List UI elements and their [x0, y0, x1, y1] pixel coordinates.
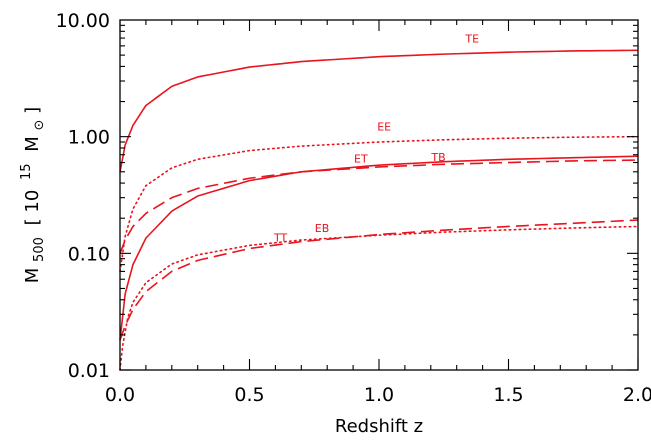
axes-layer: 0.0 0.5 1.0 1.5 2.0 0.01 0.10 1.00 10.00 — [56, 10, 651, 406]
y-axis-title-bracket-open: [ — [22, 218, 43, 225]
y-axis-title-bracket-close: ] — [22, 107, 43, 114]
x-tick-label: 0.5 — [234, 384, 264, 406]
series-line-et — [119, 159, 639, 254]
y-axis-title-unit-symbol: ⊙ — [32, 120, 47, 131]
series-line-te — [119, 49, 639, 172]
y-tick-label: 1.00 — [68, 127, 110, 149]
series-label-ee: EE — [377, 120, 391, 133]
x-tick-label: 0.0 — [105, 384, 135, 406]
y-axis-title: M 500 [ 10 15 M ⊙ ] — [14, 107, 48, 283]
labels-layer: TE EE ET TB TT EB — [273, 33, 479, 245]
x-tick-label: 1.0 — [364, 384, 394, 406]
y-axis-title-factor: 10 — [22, 190, 43, 213]
x-tick-label: 1.5 — [493, 384, 523, 406]
series-label-eb: EB — [315, 222, 330, 235]
series-label-et: ET — [354, 153, 368, 166]
series-label-tt: TT — [273, 232, 288, 245]
y-axis-title-exp: 15 — [19, 163, 34, 180]
y-axis-title-unit: M — [22, 136, 43, 152]
series-line-tb — [119, 155, 639, 341]
series-line-tt — [119, 225, 639, 371]
y-tick-label: 0.10 — [68, 243, 110, 265]
series-label-tb: TB — [430, 151, 445, 164]
y-tick-label: 10.00 — [56, 10, 110, 32]
series-label-te: TE — [464, 33, 479, 46]
y-axis-title-main: M — [22, 268, 43, 284]
y-tick-label: 0.01 — [68, 360, 110, 382]
series-line-ee — [119, 135, 639, 273]
x-tick-label: 2.0 — [623, 384, 651, 406]
x-axis-title: Redshift z — [335, 416, 423, 437]
plot-frame — [119, 19, 639, 371]
curves-layer — [119, 49, 639, 371]
y-axis-title-sub: 500 — [32, 237, 47, 262]
series-line-eb — [119, 219, 639, 341]
